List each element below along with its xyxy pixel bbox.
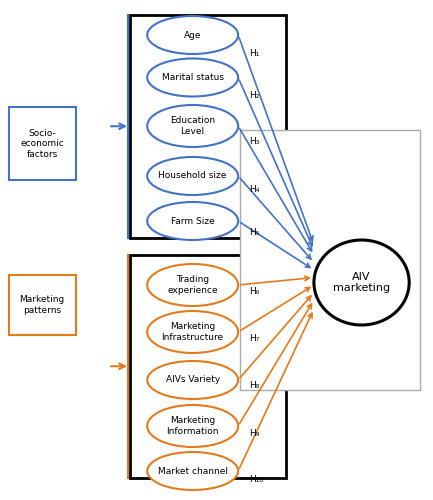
Text: Household size: Household size [158, 172, 227, 180]
Text: Socio-
economic
factors: Socio- economic factors [20, 129, 64, 158]
Ellipse shape [147, 452, 238, 490]
Ellipse shape [147, 264, 238, 306]
Bar [9, 108, 76, 180]
Text: H₂: H₂ [249, 90, 259, 100]
Ellipse shape [147, 58, 238, 96]
Text: AIVs Variety: AIVs Variety [165, 376, 220, 384]
Text: Marketing
Infrastructure: Marketing Infrastructure [162, 322, 224, 342]
Text: Marketing
Information: Marketing Information [166, 416, 219, 436]
Ellipse shape [314, 240, 409, 325]
Ellipse shape [147, 16, 238, 54]
Bar [9, 275, 76, 335]
Ellipse shape [147, 405, 238, 447]
Ellipse shape [147, 157, 238, 195]
Bar [240, 130, 420, 390]
Text: H₃: H₃ [249, 136, 259, 145]
Text: Age: Age [184, 30, 201, 40]
Text: Market channel: Market channel [158, 466, 228, 475]
Text: Trading
experience: Trading experience [168, 276, 218, 294]
Ellipse shape [147, 361, 238, 399]
Text: Marital status: Marital status [162, 73, 224, 82]
Ellipse shape [147, 202, 238, 240]
Text: H₅: H₅ [249, 228, 259, 237]
Text: Education
Level: Education Level [170, 116, 215, 136]
Text: H₄: H₄ [249, 184, 259, 194]
Bar [130, 255, 286, 478]
Text: H₁₀: H₁₀ [249, 474, 263, 484]
Text: Marketing
patterns: Marketing patterns [19, 296, 65, 314]
Text: H₈: H₈ [249, 382, 259, 390]
Text: AIV
marketing: AIV marketing [333, 272, 390, 293]
Text: H₆: H₆ [249, 287, 259, 296]
Ellipse shape [147, 311, 238, 353]
Bar [130, 15, 286, 237]
Ellipse shape [147, 105, 238, 147]
Text: H₁: H₁ [249, 49, 259, 58]
Text: Farm Size: Farm Size [171, 216, 215, 226]
Text: H₉: H₉ [249, 429, 259, 438]
Text: H₇: H₇ [249, 334, 259, 343]
